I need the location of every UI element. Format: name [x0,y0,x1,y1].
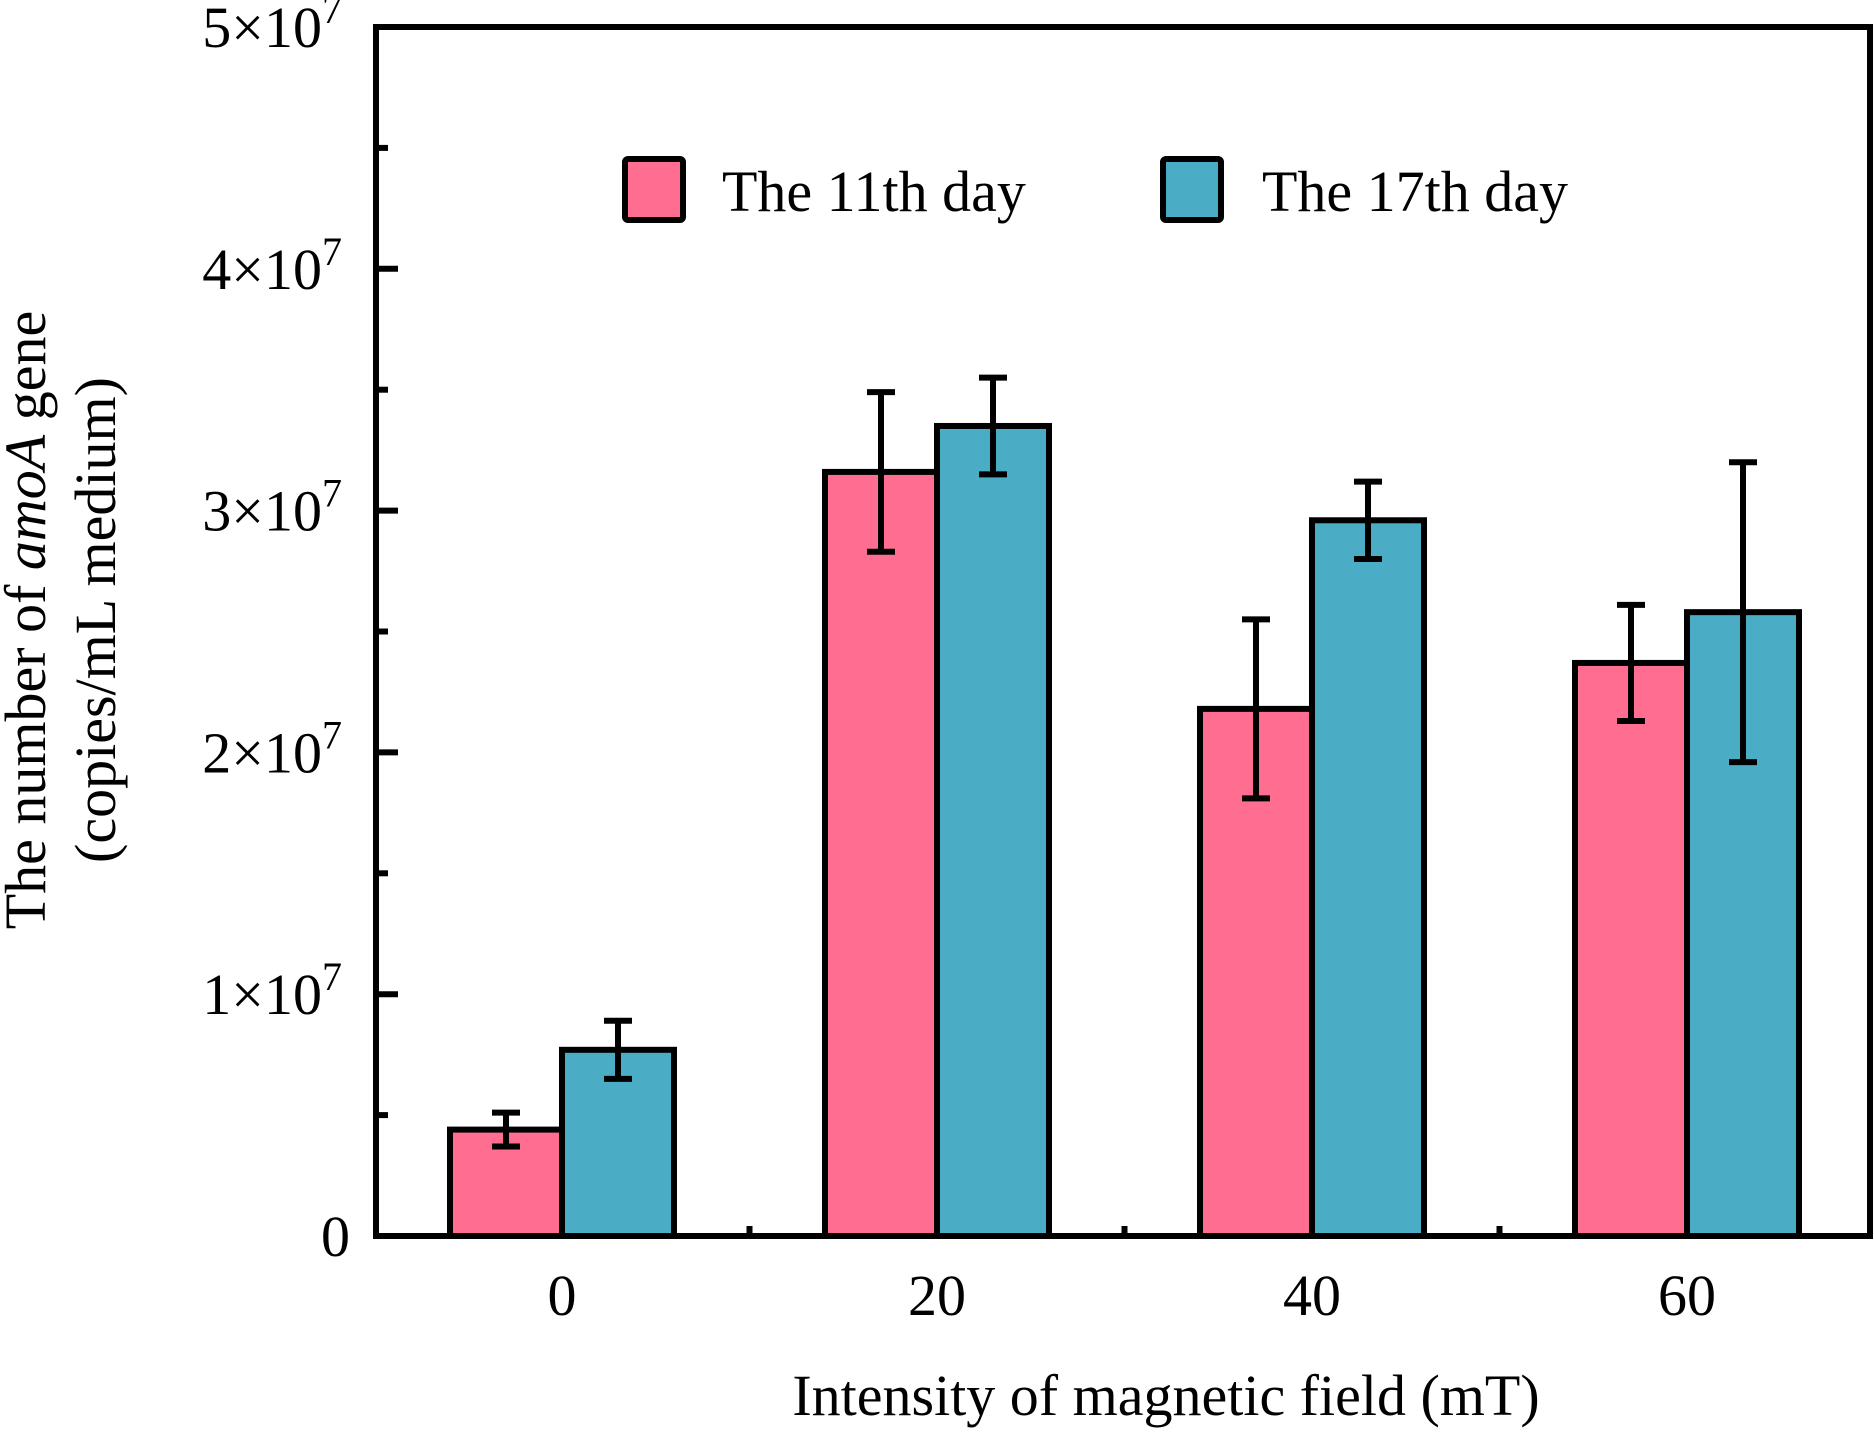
legend-item-17th-day[interactable]: The 17th day [1160,156,1568,224]
y-tick-label-5: 5×107 [202,0,342,60]
bar-17th-day-60mT [1684,609,1802,1239]
bars-layer [447,422,1802,1240]
bar-11th-day-20mT [822,468,940,1239]
x-tick-label-40: 40 [1283,1263,1341,1328]
error-bar-11th-day-60mT [1617,601,1645,724]
x-ticks: 0 20 40 60 [548,1226,1716,1328]
y-ticks: 0 1×107 2×107 3×107 4×107 5×107 [202,0,398,1269]
y-axis-title-prefix: The number of [0,570,58,929]
error-bar-11th-day-0mT [492,1109,520,1150]
error-bar-17th-day-0mT [604,1017,632,1082]
error-bars-layer [492,374,1757,1150]
y-axis-title-line1: The number of amoA gene [0,311,58,930]
legend: The 11th day The 17th day [622,156,1568,224]
legend-swatch-11th-day [622,156,686,223]
y-axis-title-gene: amoA [0,434,58,570]
y-tick-label-2: 2×107 [202,712,342,785]
x-axis-title: Intensity of magnetic field (mT) [792,1363,1539,1428]
y-tick-label-4: 4×107 [202,229,342,302]
legend-item-11th-day[interactable]: The 11th day [622,156,1026,224]
legend-label-11th-day: The 11th day [722,159,1026,224]
y-axis-title: The number of amoA gene (copies/mL mediu… [0,311,128,930]
legend-swatch-17th-day [1160,156,1224,223]
y-tick-label-3: 3×107 [202,471,342,544]
error-bar-11th-day-20mT [867,389,895,555]
bar-17th-day-20mT [934,422,1052,1240]
y-tick-label-0: 0 [321,1204,350,1269]
error-bar-11th-day-40mT [1242,616,1270,802]
legend-label-17th-day: The 17th day [1262,159,1568,224]
error-bar-17th-day-40mT [1354,478,1382,562]
y-tick-label-1: 1×107 [202,954,342,1027]
x-tick-label-0: 0 [548,1263,577,1328]
error-bar-17th-day-20mT [979,374,1007,478]
y-axis-title-line2: (copies/mL medium) [63,377,128,863]
y-axis-title-suffix: gene [0,311,58,435]
error-bar-17th-day-60mT [1729,459,1757,766]
x-tick-label-60: 60 [1658,1263,1716,1328]
bar-11th-day-60mT [1572,659,1690,1239]
x-tick-label-20: 20 [908,1263,966,1328]
bar-17th-day-40mT [1309,517,1427,1239]
